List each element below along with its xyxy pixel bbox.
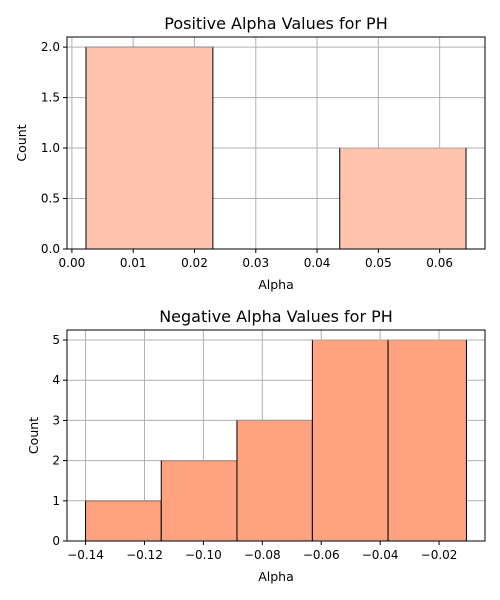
histogram-bar (311, 339, 389, 542)
x-tick-label: 0.01 (120, 256, 147, 270)
x-tick-label: 0.06 (426, 256, 453, 270)
y-tick-label: 4 (52, 373, 60, 387)
x-tick-label: −0.14 (67, 548, 104, 562)
chart-2: −0.14 −0.12 −0.10 −0.08 −0.06 −0.04 −0.02 0 1 2 3 4… (26, 307, 486, 584)
x-tick-label: −0.04 (362, 548, 399, 562)
x-tick-label: 0.02 (181, 256, 208, 270)
histogram-bar (236, 419, 313, 542)
y-tick-label: 1.0 (41, 141, 60, 155)
y-tick-label: 0.0 (41, 242, 60, 256)
y-tick-label: 0 (52, 534, 60, 548)
x-tick-label: −0.08 (244, 548, 281, 562)
plot-frame (66, 36, 486, 250)
x-tick-label: −0.12 (126, 548, 163, 562)
histogram-bar (339, 147, 467, 250)
x-axis-label: Alpha (258, 569, 294, 584)
chart-title: Negative Alpha Values for PH (159, 307, 393, 326)
chart-1: 0.00 0.01 0.02 0.03 0.04 0.05 0.06 0.0 0.5 1.0 1.5… (14, 14, 486, 292)
y-tick-label: 5 (52, 333, 60, 347)
y-tick-label: 2 (52, 454, 60, 468)
plot-frame (66, 329, 486, 542)
chart-title: Positive Alpha Values for PH (164, 14, 387, 33)
x-tick-label: 0.03 (242, 256, 269, 270)
x-tick-label: −0.10 (185, 548, 222, 562)
bars (85, 46, 467, 250)
histogram-bar (160, 460, 238, 542)
histogram-bar (387, 339, 467, 542)
x-tick-label: 0.04 (304, 256, 331, 270)
y-axis-label: Count (26, 417, 41, 454)
x-tick-label: 0.05 (365, 256, 392, 270)
bars (85, 339, 467, 542)
histogram-bar (85, 500, 162, 542)
x-axis-label: Alpha (258, 277, 294, 292)
y-tick-label: 3 (52, 413, 60, 427)
x-tick-label: −0.06 (303, 548, 340, 562)
y-tick-label: 0.5 (41, 192, 60, 206)
y-tick-label: 1.5 (41, 91, 60, 105)
histogram-bar (85, 46, 214, 250)
x-tick-label: 0.00 (59, 256, 86, 270)
x-tick-label: −0.02 (421, 548, 458, 562)
y-axis-label: Count (14, 124, 29, 161)
y-tick-label: 2.0 (41, 40, 60, 54)
y-tick-label: 1 (52, 494, 60, 508)
